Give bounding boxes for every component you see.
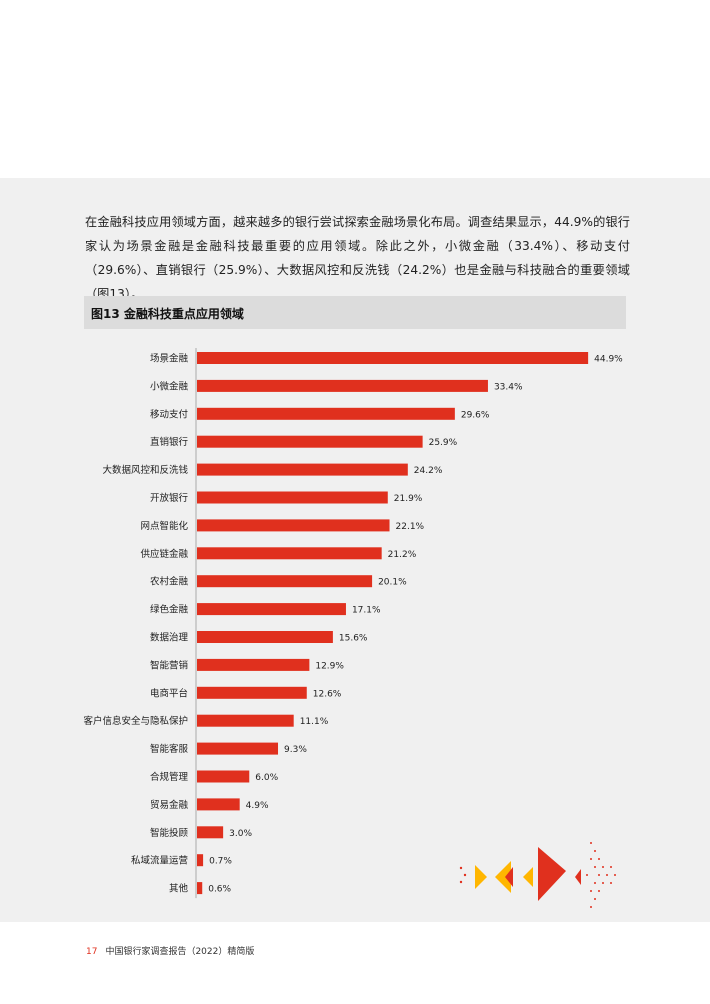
bar [197,547,382,560]
value-label: 9.3% [284,745,307,755]
figure-header: 图13 金融科技重点应用领域 [84,296,626,329]
category-label: 农村金融 [150,576,189,588]
value-label: 0.6% [208,885,231,895]
page-number: 17 [86,947,98,957]
bar [197,826,224,839]
value-label: 21.2% [388,550,417,560]
category-label: 开放银行 [150,492,189,504]
bar [197,714,294,727]
category-label: 小微金融 [150,380,189,392]
value-label: 12.6% [313,689,342,699]
bar [197,603,346,616]
category-label: 智能客服 [150,743,189,755]
decorative-arrows-graphic [459,842,616,908]
value-label: 20.1% [378,578,407,588]
category-label: 私域流量运营 [131,855,188,867]
bar [197,770,250,783]
value-label: 0.7% [209,857,232,867]
category-label: 场景金融 [150,353,189,365]
bar [197,631,333,643]
bar [197,742,279,755]
category-label: 直销银行 [150,436,189,448]
category-label: 客户信息安全与隐私保护 [83,715,188,727]
bar [197,352,589,364]
value-label: 6.0% [255,773,278,783]
value-label: 24.2% [414,466,443,476]
value-label: 11.1% [300,717,329,727]
report-title: 中国银行家调查报告（2022）精简版 [105,947,255,957]
page-footer: 17 中国银行家调查报告（2022）精简版 [86,944,254,957]
value-label: 4.9% [246,801,269,811]
bar [197,882,203,895]
bar [197,798,240,811]
category-label: 网点智能化 [140,520,188,532]
value-label: 25.9% [429,438,458,448]
category-label: 数据治理 [150,632,189,644]
intro-paragraph: 在金融科技应用领域方面，越来越多的银行尝试探索金融场景化布局。调查结果显示，44… [85,215,630,301]
category-label: 大数据风控和反洗钱 [102,464,188,476]
category-label: 供应链金融 [140,548,188,560]
category-label: 绿色金融 [150,604,189,616]
bar [197,379,488,392]
value-label: 3.0% [229,829,252,839]
category-label: 其他 [169,883,189,895]
bar-chart: 场景金融 44.9% 小微金融 33.4% 移动支付 29.6% 直销银行 25.9% 大数据风… [83,348,623,899]
bar [197,519,390,532]
value-label: 44.9% [594,355,623,365]
value-label: 29.6% [461,410,490,420]
bar [197,463,408,476]
bar [197,575,373,588]
bar [197,407,455,420]
bar [197,854,204,867]
bar [197,435,423,448]
value-label: 12.9% [315,661,344,671]
category-label: 合规管理 [150,771,189,783]
category-label: 智能投顾 [150,827,189,839]
value-label: 33.4% [494,382,523,392]
value-label: 22.1% [396,522,425,532]
category-label: 智能营销 [150,659,189,671]
value-label: 21.9% [394,494,423,504]
category-label: 贸易金融 [150,799,189,811]
bar [197,686,307,699]
value-label: 17.1% [352,606,381,616]
category-label: 移动支付 [150,408,189,420]
bar [197,491,388,504]
bar [197,658,310,671]
value-label: 15.6% [339,634,368,644]
figure-title: 图13 金融科技重点应用领域 [91,307,244,321]
category-label: 电商平台 [150,687,188,699]
